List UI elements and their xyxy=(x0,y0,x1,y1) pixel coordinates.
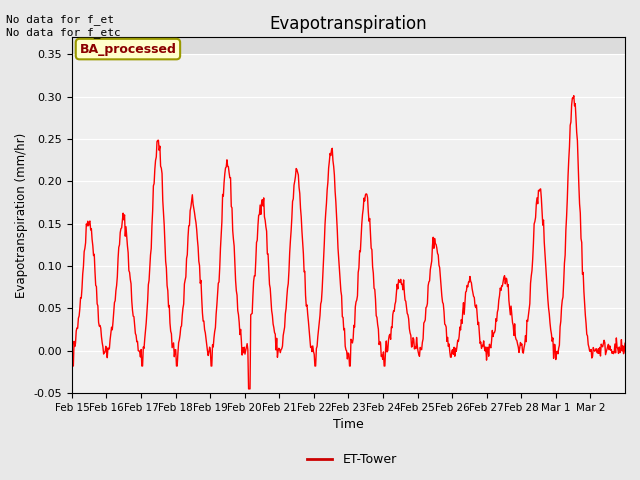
X-axis label: Time: Time xyxy=(333,419,364,432)
Title: Evapotranspiration: Evapotranspiration xyxy=(269,15,428,33)
Legend: ET-Tower: ET-Tower xyxy=(302,448,402,471)
Y-axis label: Evapotranspiration (mm/hr): Evapotranspiration (mm/hr) xyxy=(15,132,28,298)
Bar xyxy=(72,37,625,54)
Text: BA_processed: BA_processed xyxy=(79,43,177,56)
Text: No data for f_et
No data for f_etc: No data for f_et No data for f_etc xyxy=(6,14,121,38)
